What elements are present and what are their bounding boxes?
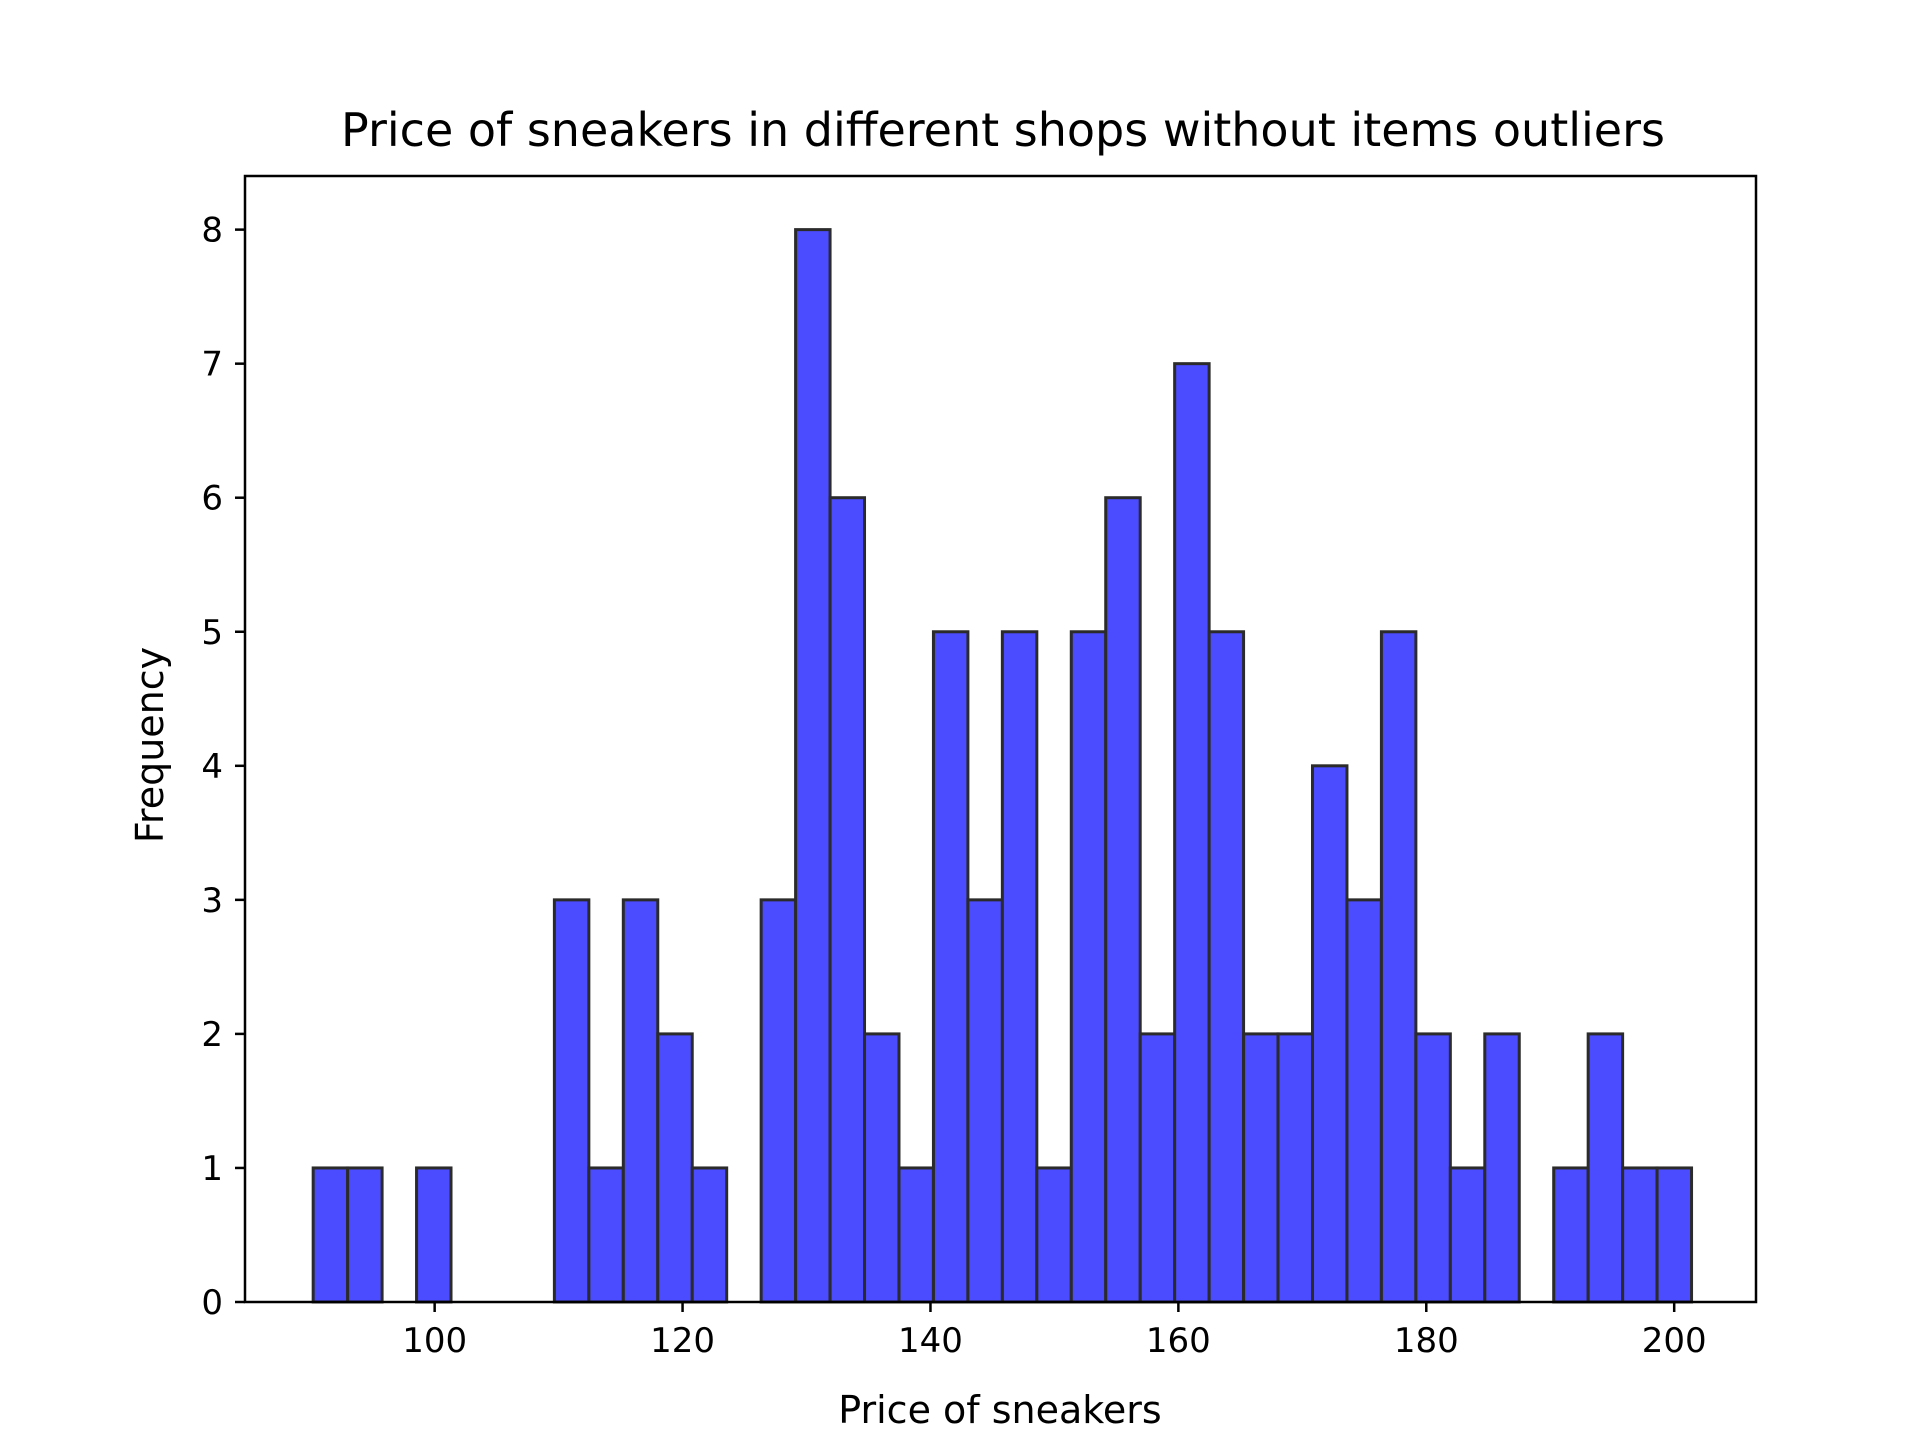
- histogram-bar: [1448, 1166, 1487, 1304]
- histogram-bar: [1138, 1032, 1177, 1304]
- y-tick-label: 8: [201, 211, 223, 251]
- y-tick-label: 0: [201, 1283, 223, 1323]
- y-tick-label: 6: [201, 479, 223, 519]
- histogram-bar: [1345, 898, 1383, 1304]
- x-tick-label: 100: [402, 1321, 467, 1361]
- y-tick-label: 7: [201, 345, 223, 385]
- x-ticks-group: 100 120 140 160 180 200: [402, 1302, 1707, 1361]
- histogram-bar: [346, 1166, 384, 1304]
- histogram-bar: [690, 1166, 729, 1304]
- y-tick-label: 5: [201, 613, 223, 653]
- histogram-bar: [897, 1166, 935, 1304]
- histogram-bar: [1173, 362, 1211, 1304]
- histogram-bar: [587, 1166, 625, 1304]
- y-tick-label: 1: [201, 1149, 223, 1189]
- x-tick-label: 200: [1642, 1321, 1707, 1361]
- histogram-bar: [1000, 630, 1039, 1304]
- histogram-bar: [1276, 1032, 1314, 1304]
- y-axis-label: Frequency: [128, 647, 172, 843]
- histogram-bar: [1207, 630, 1246, 1304]
- histogram-bar: [621, 898, 660, 1304]
- y-tick-label: 3: [201, 881, 223, 921]
- histogram-bar: [794, 228, 832, 1304]
- histogram-bar: [311, 1166, 350, 1304]
- histogram-bar: [1483, 1032, 1521, 1304]
- plot-frame: [243, 174, 1758, 1304]
- x-tick-label: 160: [1146, 1321, 1211, 1361]
- chart-title: Price of sneakers in different shops wit…: [341, 103, 1665, 157]
- histogram-bar: [1069, 630, 1108, 1304]
- y-tick-label: 2: [201, 1015, 223, 1055]
- histogram-bar: [1379, 630, 1418, 1304]
- y-ticks-group: 0 1 2 3 4 5 6 7 8: [201, 211, 245, 1323]
- histogram-bar: [1586, 1032, 1625, 1304]
- histogram-bar: [1655, 1166, 1694, 1304]
- histogram-bar: [1414, 1032, 1452, 1304]
- x-tick-label: 140: [898, 1321, 963, 1361]
- histogram-bar: [1621, 1166, 1659, 1304]
- histogram-bar: [966, 898, 1004, 1304]
- histogram-bar: [415, 1166, 453, 1304]
- y-tick-label: 4: [201, 747, 223, 787]
- histogram-bar: [863, 1032, 901, 1304]
- histogram-bar: [1104, 496, 1142, 1304]
- x-axis-label: Price of sneakers: [838, 1388, 1161, 1432]
- histogram-bar: [1242, 1032, 1280, 1304]
- histogram-bar: [1552, 1166, 1590, 1304]
- x-tick-label: 120: [650, 1321, 715, 1361]
- histogram-bar: [656, 1032, 694, 1304]
- x-tick-label: 180: [1394, 1321, 1459, 1361]
- histogram-bar: [1310, 764, 1349, 1304]
- histogram-bar: [931, 630, 970, 1304]
- histogram-bar: [552, 898, 591, 1304]
- bars-group: [311, 228, 1694, 1304]
- histogram-bar: [1035, 1166, 1073, 1304]
- histogram-bar: [759, 898, 798, 1304]
- histogram-bar: [828, 496, 867, 1304]
